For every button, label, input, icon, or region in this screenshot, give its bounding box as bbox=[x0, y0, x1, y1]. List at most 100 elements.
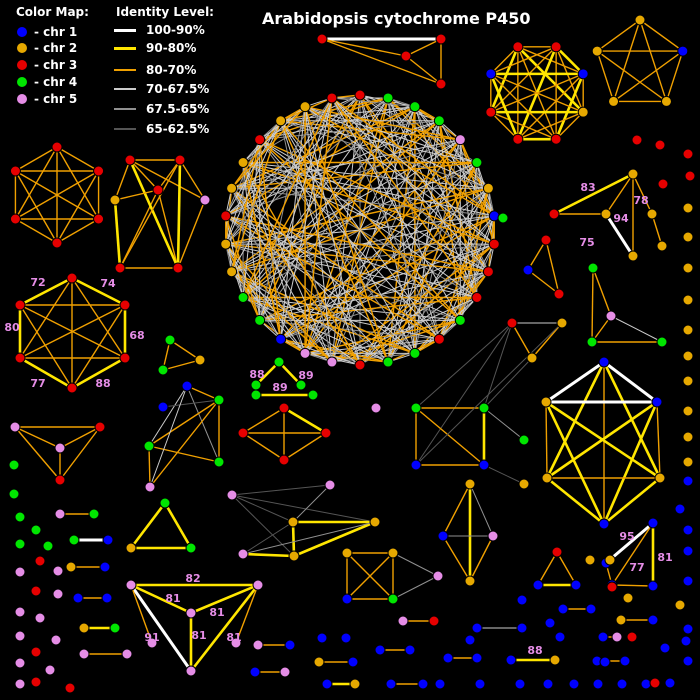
node-35 bbox=[550, 41, 562, 53]
identity-65-62-label: 65-62.5% bbox=[146, 122, 210, 136]
edge-84 bbox=[387, 162, 478, 363]
node-3 bbox=[433, 115, 445, 127]
edge-432 bbox=[291, 521, 296, 557]
node-203 bbox=[14, 657, 26, 669]
node-81 bbox=[157, 364, 169, 376]
edge-48 bbox=[259, 106, 416, 141]
edge-216 bbox=[225, 243, 306, 354]
edge-200 bbox=[231, 271, 361, 366]
node-80 bbox=[194, 354, 206, 366]
edge-154 bbox=[225, 215, 478, 298]
node-154 bbox=[101, 592, 113, 604]
node-161 bbox=[249, 666, 261, 678]
edge-373 bbox=[186, 385, 220, 463]
node-141 bbox=[230, 637, 242, 649]
edge-413 bbox=[656, 401, 661, 479]
node-123 bbox=[369, 516, 381, 528]
node-25 bbox=[237, 157, 249, 168]
node-88 bbox=[157, 401, 169, 413]
edge-346 bbox=[19, 304, 126, 359]
edge-226 bbox=[280, 106, 306, 340]
edge-358 bbox=[527, 269, 560, 295]
edge-323 bbox=[157, 159, 181, 191]
edge-label-17: 81 bbox=[191, 629, 206, 642]
node-6 bbox=[482, 182, 494, 194]
node-182 bbox=[619, 655, 631, 667]
node-213 bbox=[497, 212, 509, 224]
edge-label-6: 83 bbox=[580, 181, 595, 194]
edge-264 bbox=[405, 55, 442, 85]
node-164 bbox=[347, 656, 359, 668]
edge-357 bbox=[527, 239, 547, 271]
node-157 bbox=[78, 648, 90, 660]
edge-label-19: 95 bbox=[619, 530, 634, 543]
edge-348 bbox=[19, 304, 73, 389]
node-169 bbox=[471, 622, 483, 634]
node-114 bbox=[541, 472, 553, 484]
node-52 bbox=[9, 165, 21, 177]
edge-133 bbox=[304, 106, 495, 245]
edge-398 bbox=[415, 322, 513, 466]
edge-296 bbox=[639, 19, 668, 102]
node-79 bbox=[164, 334, 176, 346]
node-54 bbox=[174, 154, 186, 166]
identity-67-65-swatch bbox=[114, 108, 136, 110]
node-147 bbox=[54, 508, 66, 520]
edge-70 bbox=[414, 139, 461, 354]
edge-309 bbox=[15, 146, 58, 172]
edge-142 bbox=[225, 215, 489, 273]
identity-65-62-swatch bbox=[114, 128, 136, 130]
node-24 bbox=[226, 182, 238, 194]
node-77 bbox=[586, 336, 598, 348]
edge-404 bbox=[483, 407, 525, 441]
edge-50 bbox=[331, 97, 415, 108]
node-192 bbox=[42, 540, 54, 552]
edge-4 bbox=[359, 94, 489, 273]
edge-145 bbox=[304, 106, 489, 273]
edge-452 bbox=[556, 551, 577, 586]
edge-191 bbox=[242, 297, 389, 363]
node-197 bbox=[52, 588, 64, 600]
node-156 bbox=[109, 622, 121, 634]
edge-405 bbox=[483, 464, 525, 485]
edge-430 bbox=[242, 521, 294, 555]
node-220 bbox=[682, 324, 694, 336]
diagram-title: Arabidopsis cytochrome P450 bbox=[262, 9, 531, 28]
node-188 bbox=[8, 488, 20, 500]
node-95 bbox=[54, 442, 66, 454]
edge-460 bbox=[130, 584, 153, 644]
node-57 bbox=[199, 194, 211, 206]
edge-386 bbox=[14, 426, 61, 481]
edge-163 bbox=[243, 297, 461, 321]
edge-375 bbox=[148, 399, 220, 447]
node-165 bbox=[321, 678, 333, 690]
edge-192 bbox=[231, 271, 389, 363]
edge-255 bbox=[242, 106, 306, 163]
color-map-chr3: - chr 3 bbox=[16, 57, 77, 73]
edge-label-0: 72 bbox=[30, 276, 45, 289]
edge-178 bbox=[280, 120, 440, 340]
edge-412 bbox=[545, 360, 605, 404]
edge-106 bbox=[280, 120, 489, 189]
edge-403 bbox=[415, 407, 485, 466]
node-191 bbox=[14, 538, 26, 550]
node-73 bbox=[522, 264, 534, 276]
node-170 bbox=[516, 622, 528, 634]
node-142 bbox=[185, 665, 197, 677]
edge-93 bbox=[304, 106, 478, 163]
chr2-swatch bbox=[16, 42, 28, 54]
edge-350 bbox=[553, 172, 634, 216]
edge-label-14: 81 bbox=[165, 592, 180, 605]
node-174 bbox=[471, 652, 483, 664]
node-150 bbox=[102, 534, 114, 546]
edge-164 bbox=[225, 243, 461, 321]
edge-211 bbox=[280, 120, 333, 363]
node-210 bbox=[682, 148, 694, 160]
node-133 bbox=[432, 570, 444, 582]
edge-359 bbox=[545, 239, 560, 295]
node-244 bbox=[514, 678, 526, 690]
edge-378 bbox=[148, 445, 151, 488]
identity-100-90: 100-90% bbox=[114, 22, 205, 38]
node-171 bbox=[374, 644, 386, 656]
identity-90-80-swatch bbox=[114, 46, 136, 50]
